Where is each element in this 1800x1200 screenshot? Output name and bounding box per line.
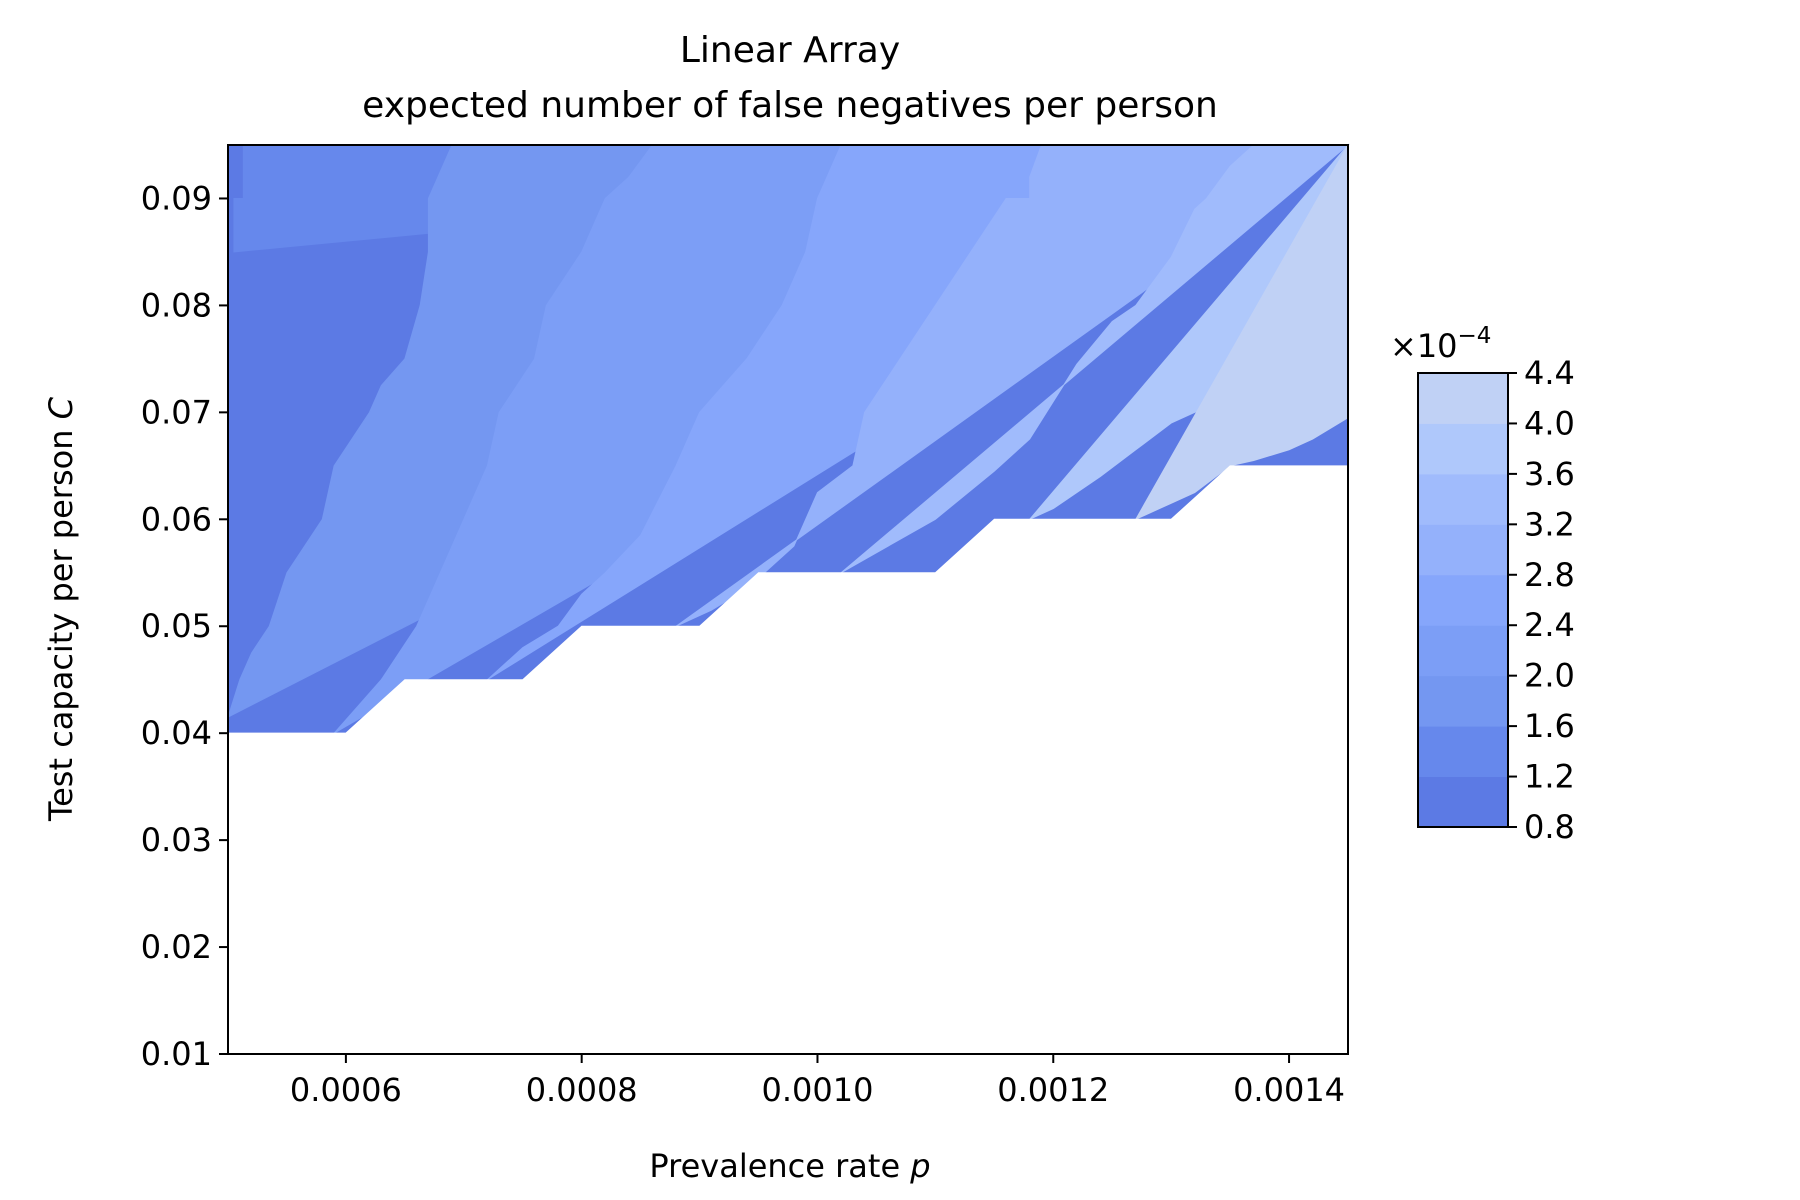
colorbar-tick-label: 4.0 xyxy=(1524,404,1575,442)
y-tick-label: 0.05 xyxy=(141,607,212,645)
x-axis-label-var: p xyxy=(909,1147,930,1185)
x-axis-label: Prevalence rate p xyxy=(649,1147,930,1185)
colorbar-swatch xyxy=(1418,625,1508,677)
colorbar-swatch xyxy=(1418,423,1508,475)
plot-area xyxy=(227,143,1350,1055)
colorbar-multiplier-exponent: −4 xyxy=(1458,323,1492,349)
x-tick-label: 0.0010 xyxy=(761,1071,873,1109)
y-tick-label: 0.02 xyxy=(141,928,212,966)
x-tick-label: 0.0008 xyxy=(526,1071,638,1109)
y-tick-label: 0.09 xyxy=(141,179,212,217)
colorbar-tick-label: 2.0 xyxy=(1524,657,1575,695)
x-tick-label: 0.0006 xyxy=(290,1071,402,1109)
plot-frame xyxy=(227,144,1349,1055)
chart-title: Linear Array xyxy=(680,30,900,71)
colorbar-swatch xyxy=(1418,473,1508,525)
y-tick-label: 0.04 xyxy=(141,714,212,752)
y-axis: 0.01 0.02 0.03 0.04 0.05 0.06 0.07 0.08 0.09 xyxy=(141,179,228,1073)
colorbar-multiplier-base: ×10 xyxy=(1390,327,1458,365)
colorbar-swatch xyxy=(1418,574,1508,626)
chart-subtitle: expected number of false negatives per p… xyxy=(362,85,1218,126)
colorbar-tick-label: 2.8 xyxy=(1524,556,1575,594)
y-axis-label-var: C xyxy=(42,396,80,419)
colorbar-tick-label: 4.4 xyxy=(1524,354,1575,392)
colorbar-frame xyxy=(1417,372,1509,828)
colorbar-swatch xyxy=(1418,675,1508,727)
colorbar-tick-label: 1.6 xyxy=(1524,707,1575,745)
x-tick-label: 0.0012 xyxy=(997,1071,1109,1109)
y-tick-label: 0.06 xyxy=(141,500,212,538)
x-axis: 0.0006 0.0008 0.0010 0.0012 0.0014 xyxy=(290,1054,1345,1109)
colorbar-tick-label: 0.8 xyxy=(1524,808,1575,846)
y-axis-label-text: Test capacity per person xyxy=(42,430,80,822)
colorbar-tick-label: 3.6 xyxy=(1524,455,1575,493)
y-tick-label: 0.01 xyxy=(141,1035,212,1073)
y-tick-label: 0.03 xyxy=(141,821,212,859)
colorbar-swatch xyxy=(1418,524,1508,576)
colorbar-tick-label: 1.2 xyxy=(1524,758,1575,796)
y-tick-label: 0.08 xyxy=(141,286,212,324)
x-axis-label-text: Prevalence rate xyxy=(649,1147,900,1185)
y-tick-label: 0.07 xyxy=(141,393,212,431)
y-axis-label: Test capacity per person C xyxy=(42,396,80,822)
colorbar-swatch xyxy=(1418,726,1508,778)
colorbar-tick-label: 3.2 xyxy=(1524,505,1575,543)
infeasible-region xyxy=(227,465,1349,1055)
colorbar: 0.8 1.2 1.6 2.0 2.4 2.8 3.2 3.6 4.0 4.4 xyxy=(1417,354,1575,846)
colorbar-swatch xyxy=(1418,776,1508,828)
contour-band-6 xyxy=(840,144,1350,574)
colorbar-tick-label: 2.4 xyxy=(1524,606,1575,644)
colorbar-swatch xyxy=(1418,373,1508,424)
x-tick-label: 0.0014 xyxy=(1233,1071,1345,1109)
contour-band-5 xyxy=(675,144,1350,627)
colorbar-multiplier: ×10−4 xyxy=(1390,323,1491,365)
